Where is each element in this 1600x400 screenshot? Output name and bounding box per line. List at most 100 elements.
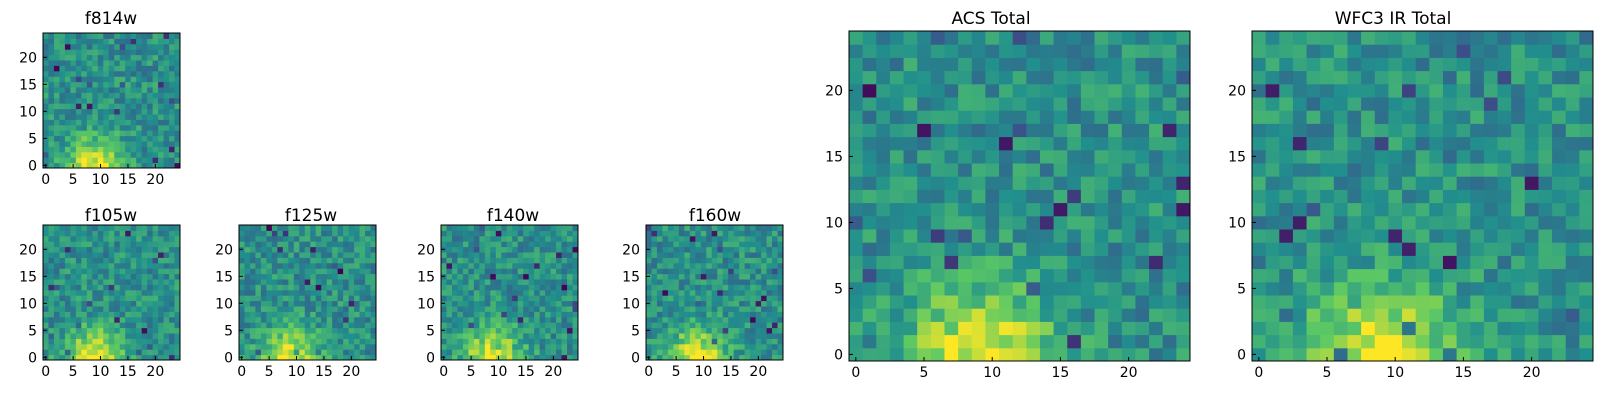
heatmap-cell: [545, 306, 552, 312]
heatmap-cell: [862, 215, 877, 230]
heatmap-cell: [1265, 268, 1280, 283]
heatmap-cell: [1121, 149, 1136, 164]
heatmap-cell: [1149, 57, 1164, 72]
heatmap-cell: [1511, 189, 1526, 204]
heatmap-cell: [1162, 136, 1177, 151]
heatmap-cell: [512, 246, 519, 253]
heatmap-cell: [944, 268, 959, 283]
heatmap-cell: [556, 246, 563, 253]
heatmap-cell: [495, 284, 502, 291]
heatmap-cell: [255, 354, 262, 361]
heatmap-cell: [479, 284, 486, 291]
heatmap-cell: [255, 235, 262, 242]
heatmap-cell: [917, 136, 932, 151]
heatmap-cell: [695, 333, 702, 339]
heatmap-cell: [169, 119, 176, 126]
heatmap-cell: [169, 338, 176, 345]
heatmap-cell: [163, 108, 170, 115]
heatmap-cell: [332, 279, 339, 285]
heatmap-cell: [119, 295, 126, 302]
heatmap-cell: [490, 311, 497, 318]
heatmap-cell: [656, 349, 663, 356]
x-tick-label: 15: [517, 364, 535, 380]
heatmap-cell: [125, 349, 132, 356]
heatmap-cell: [1265, 44, 1280, 58]
heatmap-cell: [163, 262, 170, 269]
heatmap-cell: [506, 241, 513, 248]
heatmap-cell: [48, 97, 55, 104]
heatmap-cell: [271, 343, 278, 350]
heatmap-cell: [365, 230, 372, 237]
heatmap-cell: [1402, 136, 1417, 151]
heatmap-cell: [158, 306, 165, 312]
heatmap-cell: [365, 235, 372, 242]
heatmap-cell: [114, 146, 121, 153]
heatmap-cell: [125, 103, 132, 110]
heatmap-cell: [152, 103, 159, 110]
heatmap-cell: [772, 225, 779, 231]
heatmap-cell: [75, 316, 82, 323]
heatmap-cell: [70, 311, 77, 318]
heatmap-cell: [282, 246, 289, 253]
heatmap-cell: [744, 311, 751, 318]
heatmap-cell: [266, 241, 273, 248]
heatmap-cell: [304, 289, 311, 296]
heatmap-cell: [1149, 31, 1164, 45]
heatmap-cell: [141, 279, 148, 285]
heatmap-cell: [501, 252, 508, 258]
heatmap-cell: [1361, 281, 1376, 296]
heatmap-cell: [59, 97, 66, 104]
heatmap-cell: [958, 97, 973, 111]
heatmap-cell: [1538, 31, 1553, 45]
heatmap-cell: [59, 141, 66, 147]
heatmap-cell: [1292, 176, 1308, 190]
heatmap-cell: [244, 295, 251, 302]
heatmap-cell: [86, 141, 93, 147]
heatmap-cell: [849, 149, 864, 164]
heatmap-cell: [1053, 44, 1068, 58]
heatmap-cell: [152, 157, 159, 164]
heatmap-cell: [684, 246, 691, 253]
heatmap-cell: [550, 279, 557, 285]
heatmap-cell: [1524, 149, 1539, 164]
heatmap-cell: [517, 316, 524, 323]
heatmap-cell: [1402, 123, 1417, 138]
heatmap-cell: [971, 202, 986, 217]
heatmap-cell: [304, 262, 311, 269]
heatmap-cell: [1135, 268, 1150, 283]
heatmap-cell: [656, 235, 663, 242]
heatmap-cell: [1361, 215, 1376, 230]
heatmap-cell: [572, 262, 579, 269]
heatmap-cell: [1012, 57, 1027, 72]
heatmap-cell: [1374, 136, 1389, 151]
heatmap-cell: [1565, 57, 1580, 72]
heatmap-cell: [174, 268, 181, 275]
heatmap-cell: [53, 76, 60, 83]
heatmap-cell: [1176, 176, 1191, 190]
heatmap-cell: [119, 354, 126, 361]
heatmap-cell: [59, 235, 66, 242]
heatmap-cell: [651, 295, 658, 302]
heatmap-cell: [97, 141, 104, 147]
heatmap-cell: [1538, 281, 1553, 296]
heatmap-cell: [999, 215, 1014, 230]
heatmap-cell: [1012, 83, 1027, 98]
heatmap-cell: [695, 316, 702, 323]
heatmap-cell: [75, 124, 82, 131]
heatmap-cell: [141, 306, 148, 312]
heatmap-cell: [174, 38, 181, 45]
heatmap-cell: [119, 54, 126, 61]
heatmap-cell: [684, 327, 691, 334]
heatmap-cell: [277, 225, 284, 231]
heatmap-cell: [315, 327, 322, 334]
heatmap-cell: [862, 123, 877, 138]
heatmap-cell: [1067, 83, 1082, 98]
heatmap-cell: [1026, 242, 1041, 256]
heatmap-cell: [739, 322, 746, 329]
heatmap-cell: [141, 124, 148, 131]
heatmap-cell: [86, 38, 93, 45]
heatmap-cell: [174, 300, 181, 307]
heatmap-cell: [260, 252, 267, 258]
heatmap-cell: [766, 246, 773, 253]
heatmap-cell: [304, 268, 311, 275]
